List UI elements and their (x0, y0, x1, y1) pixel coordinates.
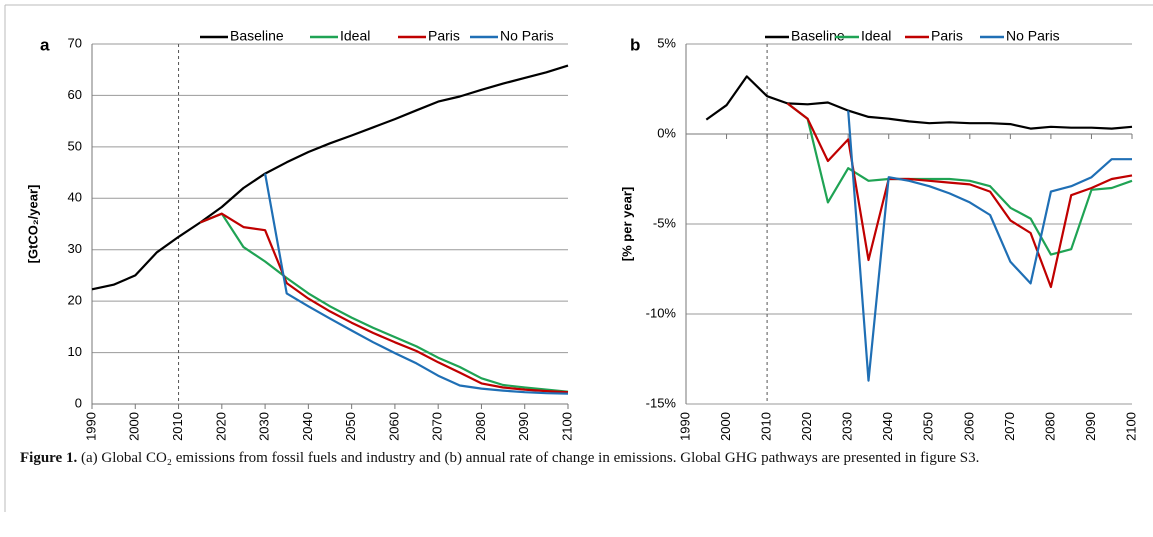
legend-label: Paris (428, 28, 460, 44)
legend-label: No Paris (500, 28, 554, 44)
x-tick-label: 2060 (386, 412, 401, 441)
y-tick-label: 70 (68, 35, 82, 50)
y-tick-label: 20 (68, 293, 82, 308)
legend-label: Ideal (861, 28, 891, 44)
x-tick-label: 2010 (759, 412, 774, 441)
y-tick-label: -10% (646, 305, 677, 320)
y-axis-title: [% per year] (619, 187, 634, 261)
series-line (786, 102, 1133, 289)
panel-letter: b (630, 35, 640, 54)
y-tick-label: 10 (68, 344, 82, 359)
y-tick-label: 60 (68, 87, 82, 102)
x-tick-label: 2100 (559, 412, 574, 441)
x-tick-label: 2030 (840, 412, 855, 441)
x-tick-label: 2050 (343, 412, 358, 441)
legend-label: Baseline (230, 28, 284, 44)
x-tick-label: 2000 (718, 412, 733, 441)
x-tick-label: 2080 (473, 412, 488, 441)
x-tick-label: 2090 (1083, 412, 1098, 441)
x-tick-label: 2000 (127, 412, 142, 441)
legend-label: Paris (931, 28, 963, 44)
y-tick-label: 30 (68, 241, 82, 256)
x-tick-label: 1990 (677, 412, 692, 441)
x-tick-label: 2100 (1123, 412, 1138, 441)
legend-label: Baseline (791, 28, 845, 44)
y-tick-label: 50 (68, 138, 82, 153)
y-axis-title: [GtCO₂/year] (25, 185, 40, 264)
x-tick-label: 2040 (880, 412, 895, 441)
x-tick-label: 2080 (1042, 412, 1057, 441)
series-line (199, 212, 569, 394)
y-tick-label: -5% (653, 215, 677, 230)
series-line (264, 173, 569, 395)
y-tick-label: 0% (657, 125, 676, 140)
caption-label: Figure 1. (20, 450, 78, 466)
series-line (705, 75, 1133, 130)
series-line (199, 212, 569, 393)
x-tick-label: 2090 (516, 412, 531, 441)
x-tick-label: 2010 (170, 412, 185, 441)
x-tick-label: 2020 (799, 412, 814, 441)
series-line (847, 110, 1132, 382)
legend-label: Ideal (340, 28, 370, 44)
x-tick-label: 2070 (1002, 412, 1017, 441)
x-tick-label: 2030 (257, 412, 272, 441)
x-tick-label: 2070 (430, 412, 445, 441)
series-line (91, 64, 569, 291)
x-tick-label: 2040 (300, 412, 315, 441)
panel-letter: a (40, 35, 50, 54)
legend-label: No Paris (1006, 28, 1060, 44)
caption: Figure 1. (a) Global CO₂ emissions from … (20, 448, 1120, 469)
y-tick-label: -15% (646, 395, 677, 410)
y-tick-label: 5% (657, 35, 676, 50)
y-tick-label: 0 (75, 395, 82, 410)
x-tick-label: 2020 (213, 412, 228, 441)
x-tick-label: 2060 (961, 412, 976, 441)
y-tick-label: 40 (68, 190, 82, 205)
x-tick-label: 1990 (83, 412, 98, 441)
caption-text: (a) Global CO₂ emissions from fossil fue… (80, 450, 980, 466)
series-line (786, 102, 1133, 256)
x-tick-label: 2050 (921, 412, 936, 441)
